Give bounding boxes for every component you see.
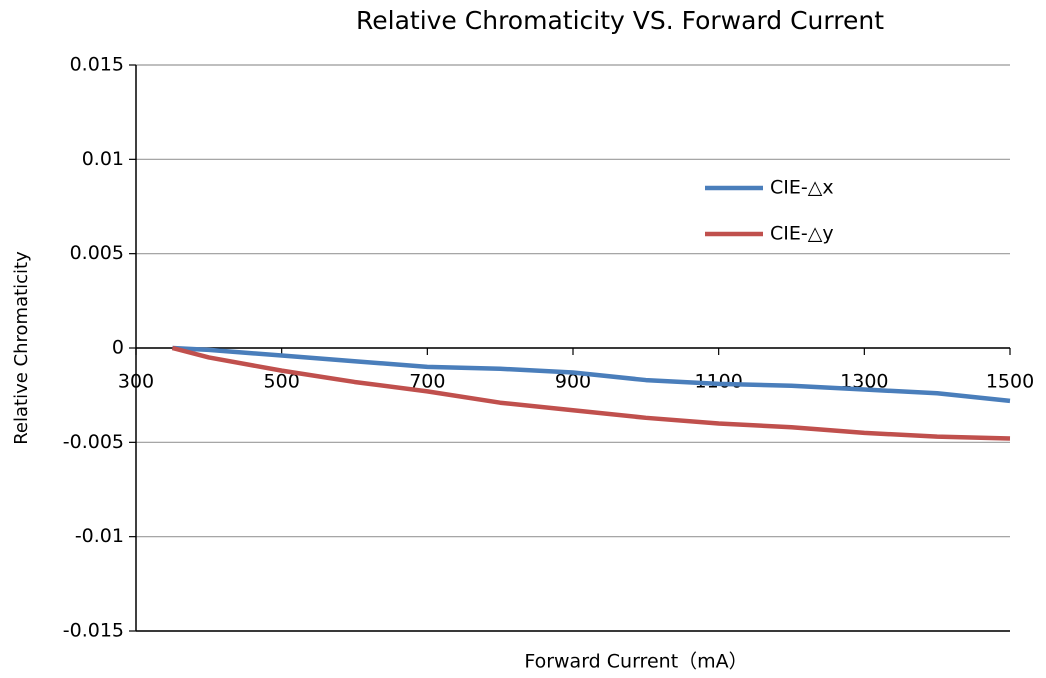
y-tick-label: 0.015 [70,54,124,76]
x-tick-label: 1500 [986,371,1034,393]
y-tick-label: 0 [112,337,124,359]
x-tick-label: 500 [264,371,300,393]
y-tick-label: 0.005 [70,242,124,264]
x-tick-label: 300 [118,371,154,393]
y-tick-label: -0.005 [63,431,124,453]
series-line [171,345,1011,441]
x-tick-label: 900 [555,371,591,393]
y-tick-label: 0.01 [82,148,124,170]
x-tick-label: 1100 [694,371,742,393]
y-tick-label: -0.01 [75,525,124,547]
y-tick-label: -0.015 [63,620,124,642]
chart-title: Relative Chromaticity VS. Forward Curren… [356,6,884,35]
series-line [172,345,1011,404]
x-tick-label: 700 [409,371,445,393]
legend-label: CIE-△x [770,177,834,199]
legend-label: CIE-△y [770,223,834,245]
y-axis-title: Relative Chromaticity [11,251,32,445]
x-axis-title: Forward Current（mA） [524,651,747,673]
